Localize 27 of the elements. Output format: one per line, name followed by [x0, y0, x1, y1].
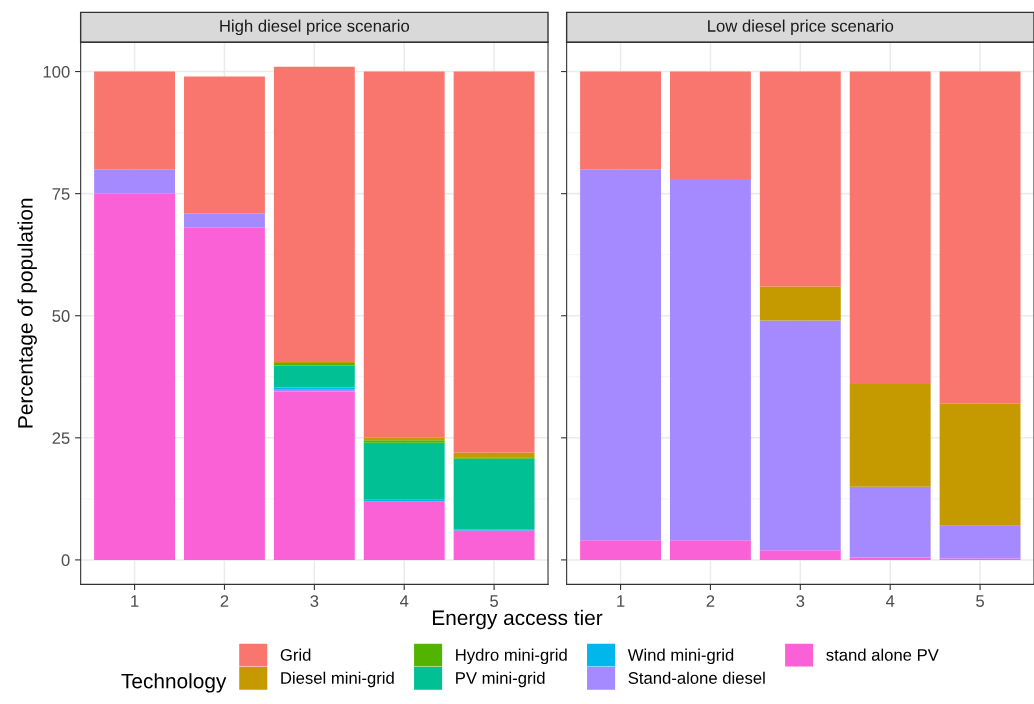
- y-tick-label: 75: [52, 188, 70, 200]
- legend-label: Stand-alone diesel: [628, 671, 765, 684]
- legend-label: Wind mini-grid: [627, 648, 734, 665]
- chart-title: Low diesel price scenario: [708, 19, 894, 36]
- x-tick-label: 2: [220, 595, 229, 607]
- x-tick-label: 1: [131, 595, 139, 607]
- x-tick-label: 3: [796, 595, 805, 607]
- x-tick-label: 3: [310, 595, 319, 607]
- y-tick-label: 50: [52, 310, 70, 322]
- legend-label: stand alone PV: [826, 648, 939, 661]
- x-tick-label: 5: [490, 595, 499, 607]
- y-tick-label: 0: [61, 554, 70, 567]
- legend-label: Grid: [280, 648, 311, 661]
- x-axis-title: Energy access tier: [433, 609, 603, 630]
- x-tick-label: 5: [976, 595, 985, 607]
- legend-label: PV mini-grid: [456, 671, 545, 688]
- x-tick-label: 4: [885, 595, 895, 607]
- legend-label: Hydro mini-grid: [456, 648, 567, 665]
- x-tick-label: 2: [706, 595, 715, 607]
- y-tick-label: 100: [43, 65, 70, 78]
- x-tick-label: 4: [399, 595, 409, 607]
- chart-title: High diesel price scenario: [220, 19, 410, 36]
- y-axis-title: Percentage of population: [17, 198, 37, 428]
- legend-title: Technology: [121, 673, 227, 693]
- legend-label: Diesel mini-grid: [281, 671, 394, 688]
- x-tick-label: 1: [617, 595, 625, 607]
- y-tick-label: 25: [52, 432, 70, 445]
